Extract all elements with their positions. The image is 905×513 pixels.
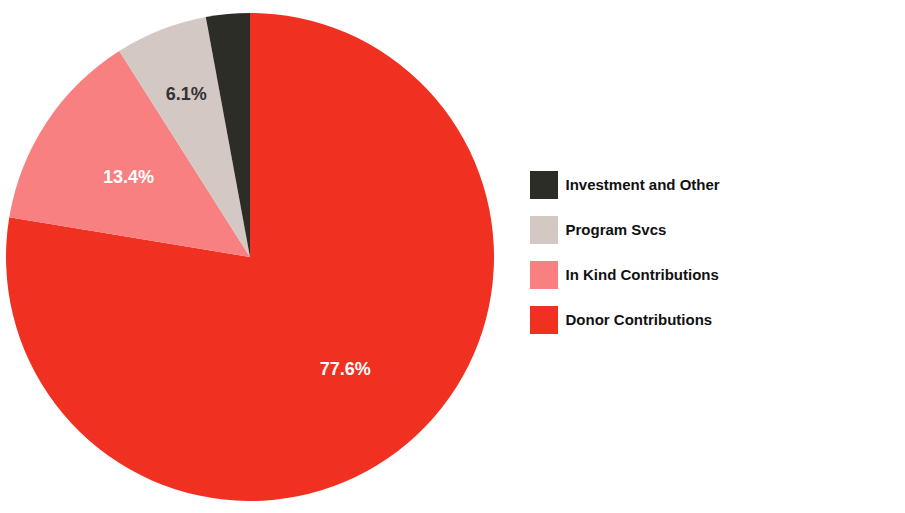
svg-text:13.4%: 13.4% [103, 166, 154, 186]
svg-text:77.6%: 77.6% [320, 358, 371, 378]
html-text:In Kind Contributions: In Kind Contributions [565, 265, 719, 283]
html-text:Donor Contributions: Donor Contributions [565, 310, 713, 328]
svg-text:6.1%: 6.1% [166, 83, 207, 103]
html-text:Investment and Other: Investment and Other [565, 175, 720, 193]
html-text:Program Svcs: Program Svcs [565, 220, 667, 238]
